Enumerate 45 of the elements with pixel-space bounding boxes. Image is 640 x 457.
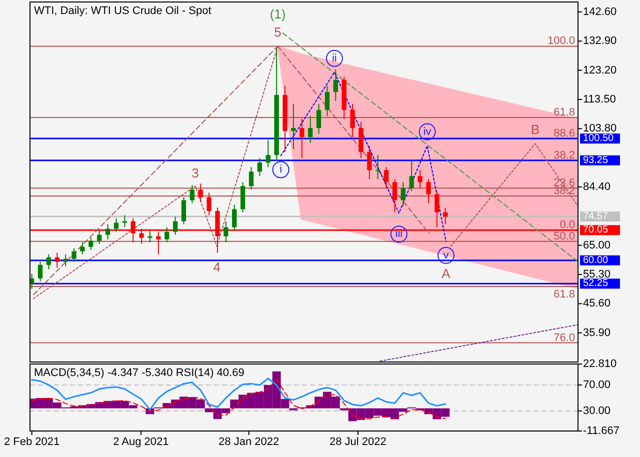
annotation: iii [395, 228, 403, 240]
annotation: i [280, 164, 282, 176]
y-tick-label: 142.60 [583, 6, 617, 18]
x-tick-label: 28 Jan 2022 [218, 436, 280, 448]
y2-tick-label: 70.00 [583, 378, 611, 391]
x-tick-label: 2 Feb 2021 [4, 436, 60, 448]
y-tick-label: 123.20 [583, 64, 617, 76]
annotation: 0.0 [560, 219, 575, 232]
y-tick-label: 113.50 [583, 93, 616, 106]
ref-line-label: 52.25 [583, 278, 608, 290]
annotation: 76.0 [554, 332, 575, 344]
annotation: ii [332, 52, 337, 64]
annotation: 38.2 [554, 149, 575, 162]
annotation: 5 [274, 24, 282, 40]
x-tick-label: 28 Jul 2022 [330, 436, 386, 448]
ref-line-label: 60.00 [583, 254, 608, 266]
annotation: iv [423, 126, 432, 138]
annotation: 88.6 [554, 128, 575, 140]
annotation: 4 [213, 260, 221, 275]
y-tick-label: 132.90 [583, 35, 617, 48]
y-tick-label: 55.30 [583, 268, 611, 280]
annotation: 61.8 [554, 106, 575, 118]
annotation: A [442, 266, 451, 281]
ref-line-label: 93.25 [583, 154, 608, 166]
chart-title: MACD(5,34,5) -4.347 -5.340 RSI(14) 40.69 [34, 367, 244, 379]
annotation: v [443, 249, 450, 262]
y-tick-label: -11.667 [583, 425, 620, 437]
annotation: (1) [270, 6, 286, 22]
annotation: 100.0 [547, 35, 575, 48]
ref-line-label: 100.50 [583, 133, 614, 144]
y2-tick-label: 30.00 [583, 404, 611, 417]
y-tick-label: 84.40 [583, 180, 611, 193]
y-tick-label: 103.80 [583, 122, 617, 135]
x-tick-label: 2 Aug 2021 [113, 436, 169, 448]
annotation: 3 [192, 166, 199, 181]
annotation: B [530, 122, 540, 138]
chart-title: WTI, Daily: WTI US Crude Oil - Spot [34, 5, 212, 17]
ref-line-label: 70.05 [583, 224, 608, 236]
annotation: 50.0 [554, 230, 575, 242]
y-tick-label: 35.90 [583, 326, 611, 339]
y-tick-label: 22.810 [583, 358, 617, 370]
y-tick-label: 45.60 [583, 298, 611, 310]
ref-line-label: 74.57 [583, 211, 608, 222]
annotation: 61.8 [554, 288, 575, 301]
y-tick-label: 65.00 [583, 239, 611, 252]
